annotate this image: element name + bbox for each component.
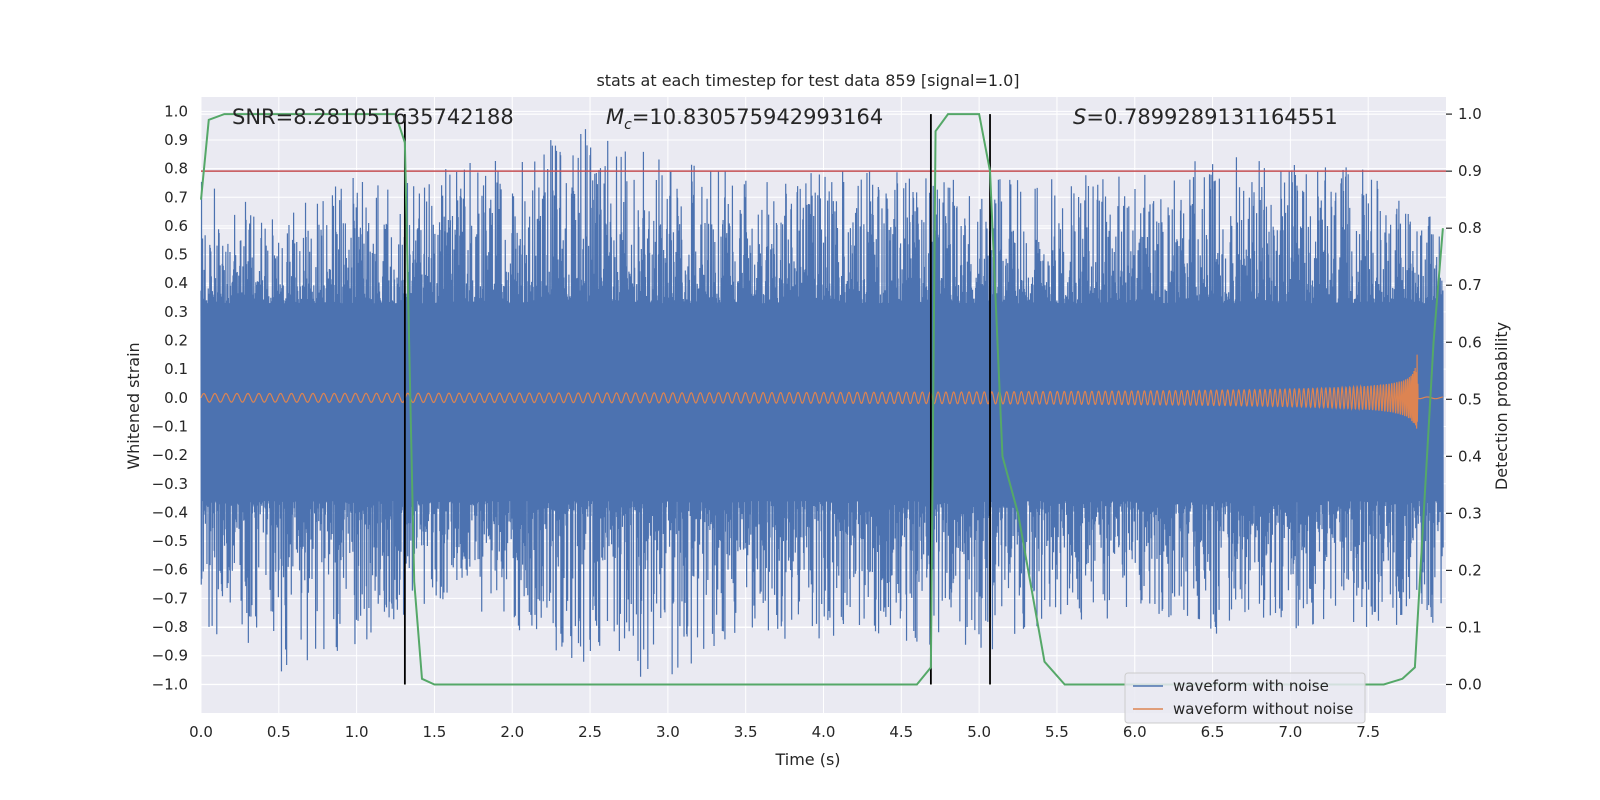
x-tick-label: 5.5 <box>1045 723 1069 741</box>
left-y-tick-label: −0.2 <box>152 446 188 464</box>
plot-series <box>200 113 1446 686</box>
right-y-tick-label: 0.6 <box>1458 333 1482 351</box>
x-tick-label: 3.0 <box>656 723 680 741</box>
chirp-mass-subscript: c <box>624 117 632 133</box>
left-y-tick-label: −0.9 <box>152 647 188 665</box>
x-tick-label: 6.0 <box>1123 723 1147 741</box>
x-tick-label: 7.0 <box>1278 723 1302 741</box>
legend-label-clean: waveform without noise <box>1173 700 1353 718</box>
left-y-tick-labels: 1.0 0.9 0.8 0.7 0.6 0.5 0.4 0.3 0.2 0.1 0.0 −0.1 −0.… <box>152 102 188 693</box>
left-y-tick-label: −1.0 <box>152 675 188 693</box>
series-detection-probability <box>200 113 1444 686</box>
left-y-tick-label: −0.8 <box>152 618 188 636</box>
right-y-tick-label: 0.2 <box>1458 561 1482 579</box>
left-y-tick-label: 0.5 <box>164 246 188 264</box>
right-y-tick-label: 1.0 <box>1458 105 1482 123</box>
series-waveform-without-noise <box>200 354 1443 429</box>
legend-label-noise: waveform with noise <box>1173 677 1329 695</box>
left-y-tick-label: 1.0 <box>164 102 188 120</box>
x-tick-label: 4.5 <box>889 723 913 741</box>
left-y-tick-label: 0.8 <box>164 160 188 178</box>
x-tick-label: 2.0 <box>500 723 524 741</box>
x-tick-label: 4.0 <box>812 723 836 741</box>
left-y-tick-label: 0.1 <box>164 360 188 378</box>
chart-title: stats at each timestep for test data 859… <box>596 71 1019 90</box>
right-y-tick-label: 0.8 <box>1458 219 1482 237</box>
chirp-mass-symbol: M <box>606 105 624 129</box>
snr-annotation: SNR=8.281051635742188 <box>232 105 514 129</box>
right-y-tick-label: 0.3 <box>1458 504 1482 522</box>
left-y-tick-label: −0.7 <box>152 589 188 607</box>
s-symbol: S <box>1073 105 1086 129</box>
left-y-tick-label: −0.1 <box>152 417 188 435</box>
x-tick-label: 5.0 <box>967 723 991 741</box>
chirp-mass-annotation: Mc=10.830575942993164 <box>606 105 883 133</box>
left-y-tick-label: −0.4 <box>152 503 188 521</box>
left-y-tick-label: 0.7 <box>164 188 188 206</box>
left-y-tick-label: 0.0 <box>164 389 188 407</box>
right-y-tick-label: 0.4 <box>1458 447 1482 465</box>
x-tick-labels: 0.0 0.5 1.0 1.5 2.0 2.5 3.0 3.5 4.0 4.5 5.0 5.5 6.0 6… <box>189 723 1380 741</box>
right-y-tick-label: 0.7 <box>1458 276 1482 294</box>
left-y-tick-label: 0.6 <box>164 217 188 235</box>
x-tick-label: 1.5 <box>423 723 447 741</box>
left-y-tick-label: 0.3 <box>164 303 188 321</box>
left-y-tick-label: −0.5 <box>152 532 188 550</box>
x-tick-label: 6.5 <box>1201 723 1225 741</box>
x-tick-label: 1.0 <box>345 723 369 741</box>
left-y-axis-label: Whitened strain <box>124 342 143 469</box>
series-waveform-with-noise <box>200 129 1444 677</box>
x-tick-label: 0.0 <box>189 723 213 741</box>
x-tick-label: 0.5 <box>267 723 291 741</box>
left-y-tick-label: −0.3 <box>152 475 188 493</box>
right-y-tick-label: 0.1 <box>1458 618 1482 636</box>
x-axis-label: Time (s) <box>774 750 840 769</box>
right-y-tick-labels: 0.0 0.1 0.2 0.3 0.4 0.5 0.6 0.7 0.8 0.9 1.0 <box>1446 105 1482 693</box>
right-y-tick-label: 0.5 <box>1458 390 1482 408</box>
legend: waveform with noise waveform without noi… <box>1124 672 1366 724</box>
chirp-mass-value: =10.830575942993164 <box>632 105 883 129</box>
x-tick-label: 3.5 <box>734 723 758 741</box>
left-y-tick-label: 0.2 <box>164 332 188 350</box>
left-y-tick-label: 0.4 <box>164 274 188 292</box>
left-y-tick-label: 0.9 <box>164 131 188 149</box>
s-value: =0.7899289131164551 <box>1086 105 1337 129</box>
x-tick-label: 2.5 <box>578 723 602 741</box>
right-y-tick-label: 0.9 <box>1458 162 1482 180</box>
left-y-tick-label: −0.6 <box>152 561 188 579</box>
s-annotation: S=0.7899289131164551 <box>1073 105 1338 129</box>
right-y-axis-label: Detection probability <box>1492 322 1511 490</box>
right-y-tick-label: 0.0 <box>1458 675 1482 693</box>
x-tick-label: 7.5 <box>1356 723 1380 741</box>
legend-box <box>1124 672 1366 724</box>
